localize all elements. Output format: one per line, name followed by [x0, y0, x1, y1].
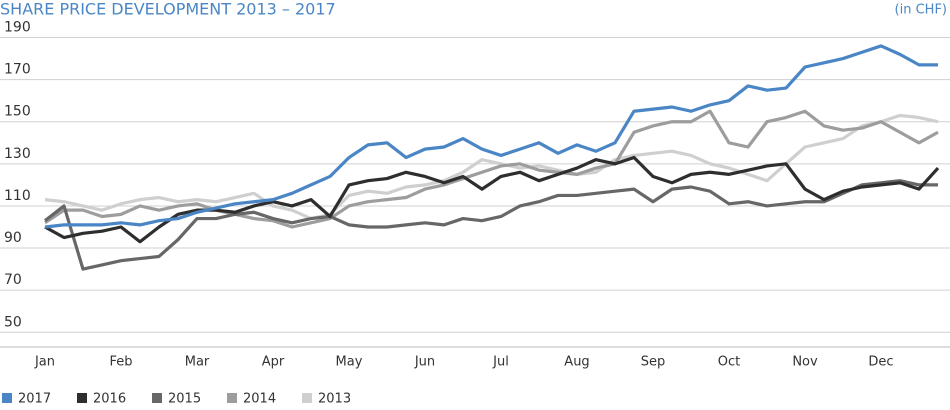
- legend-label: 2016: [93, 392, 126, 407]
- legend-swatch: [302, 393, 312, 403]
- legend-label: 2015: [168, 392, 201, 407]
- legend-swatch: [77, 393, 87, 403]
- legend-label: 2013: [318, 392, 351, 407]
- y-tick-label: 130: [4, 146, 31, 162]
- y-tick-label: 170: [4, 62, 31, 78]
- y-tick-label: 90: [4, 230, 22, 246]
- x-tick-label: Dec: [868, 355, 893, 370]
- series-line: [44, 44, 938, 229]
- x-tick-label: Mar: [185, 355, 210, 370]
- x-tick-label: Nov: [792, 355, 818, 370]
- series-line: [44, 109, 939, 229]
- series-line: [44, 113, 939, 221]
- x-tick-label: Sep: [641, 355, 666, 370]
- series-line: [44, 179, 938, 271]
- x-tick-label: Jun: [414, 355, 435, 370]
- x-tick-label: Oct: [718, 355, 740, 370]
- legend-swatch: [152, 393, 162, 403]
- series-line: [44, 155, 940, 244]
- legend-swatch: [2, 393, 12, 403]
- y-tick-label: 50: [4, 314, 22, 330]
- x-tick-label: Apr: [262, 355, 285, 370]
- legend-swatch: [227, 393, 237, 403]
- x-tick-label: Jul: [492, 355, 509, 370]
- legend-label: 2017: [18, 392, 51, 407]
- y-tick-label: 190: [4, 20, 31, 36]
- chart-subtitle: (in CHF): [895, 3, 947, 18]
- x-tick-label: Jan: [34, 355, 55, 370]
- x-tick-label: Aug: [564, 355, 589, 370]
- x-tick-label: May: [336, 355, 363, 370]
- x-tick-label: Feb: [109, 355, 132, 370]
- y-tick-label: 150: [4, 104, 31, 120]
- chart-title: SHARE PRICE DEVELOPMENT 2013 – 2017: [0, 0, 336, 19]
- y-tick-label: 110: [4, 188, 31, 204]
- legend-label: 2014: [243, 392, 276, 407]
- y-tick-label: 70: [4, 272, 22, 288]
